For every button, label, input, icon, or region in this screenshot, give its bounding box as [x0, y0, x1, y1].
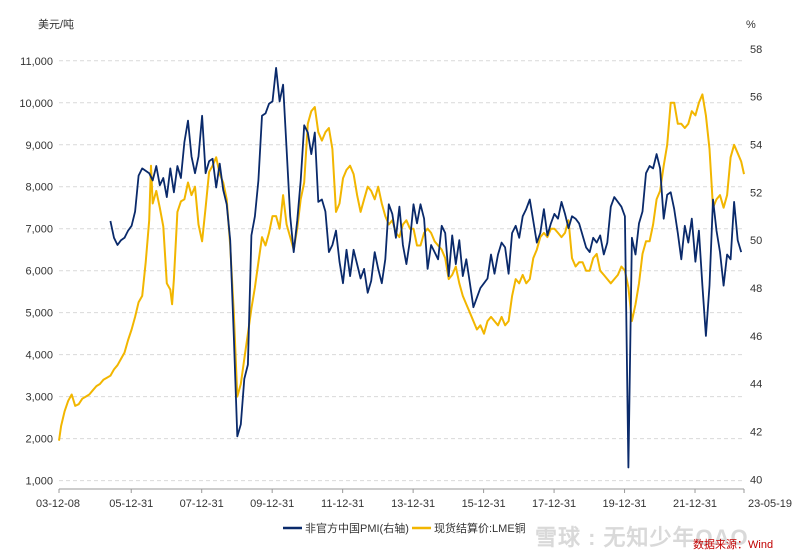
series-line-pmi — [109, 67, 743, 469]
legend: 非官方中国PMI(右轴) 现货结算价:LME铜 — [283, 521, 526, 535]
right-tick-label: 46 — [750, 331, 762, 343]
left-tick-label: 11,000 — [20, 56, 53, 68]
right-tick-label: 48 — [750, 283, 762, 295]
x-tick-label: 11-12-31 — [321, 498, 364, 510]
x-tick-label: 17-12-31 — [532, 498, 576, 510]
x-tick-label: 23-05-19 — [748, 498, 792, 510]
series-layer — [58, 67, 745, 469]
right-axis-ticks: 40 42 44 46 48 50 52 54 56 58 — [750, 44, 762, 487]
left-tick-label: 8,000 — [25, 182, 53, 194]
x-tick-label: 21-12-31 — [673, 498, 717, 510]
right-tick-label: 50 — [750, 235, 762, 247]
left-tick-label: 3,000 — [25, 392, 53, 404]
right-tick-label: 44 — [750, 379, 762, 391]
right-tick-label: 54 — [750, 139, 762, 151]
x-tick-label: 19-12-31 — [603, 498, 647, 510]
left-axis-ticks: 1,000 2,000 3,000 4,000 5,000 6,000 7,000 8,000… — [19, 56, 53, 488]
x-tick-label: 09-12-31 — [250, 498, 294, 510]
left-tick-label: 6,000 — [25, 266, 53, 278]
right-tick-label: 58 — [750, 44, 762, 56]
data-source: 数据来源：Wind — [693, 539, 774, 551]
legend-copper-label: 现货结算价:LME铜 — [434, 521, 526, 535]
x-tick-label: 03-12-08 — [36, 498, 80, 510]
legend-pmi-label: 非官方中国PMI(右轴) — [305, 521, 409, 535]
watermark: 雪球 : 无知少年OAO — [535, 525, 749, 550]
left-tick-label: 5,000 — [25, 308, 53, 320]
left-tick-label: 4,000 — [25, 350, 53, 362]
left-tick-label: 9,000 — [25, 140, 53, 152]
x-tick-label: 07-12-31 — [180, 498, 224, 510]
x-tick-label: 13-12-31 — [391, 498, 435, 510]
series-line-copper — [58, 93, 745, 441]
x-tick-label: 15-12-31 — [462, 498, 506, 510]
right-tick-label: 40 — [750, 474, 762, 486]
right-tick-label: 56 — [750, 92, 762, 104]
left-tick-label: 10,000 — [19, 98, 53, 110]
x-axis-ticks: 03-12-08 05-12-31 07-12-31 09-12-31 11-12-31… — [36, 489, 792, 510]
right-tick-label: 52 — [750, 187, 762, 199]
left-axis-unit: 美元/吨 — [38, 18, 74, 31]
left-tick-label: 1,000 — [25, 476, 53, 488]
right-tick-label: 42 — [750, 427, 762, 439]
left-tick-label: 2,000 — [25, 434, 53, 446]
right-axis-unit: % — [746, 19, 756, 31]
x-tick-label: 05-12-31 — [109, 498, 153, 510]
left-tick-label: 7,000 — [25, 224, 53, 236]
